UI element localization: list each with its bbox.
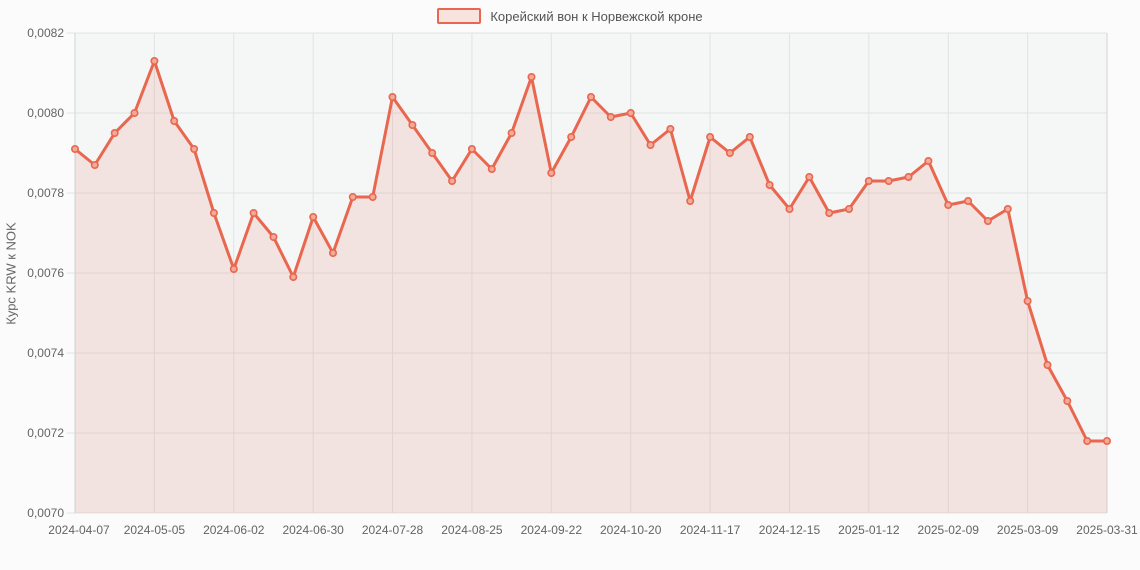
data-point-marker[interactable] [209, 209, 218, 218]
data-point-marker[interactable] [309, 213, 318, 222]
data-point-marker[interactable] [150, 56, 159, 65]
x-axis-tick-label: 2024-12-15 [759, 523, 821, 537]
legend-label: Корейский вон к Норвежской кроне [490, 8, 703, 24]
data-point-marker[interactable] [964, 197, 973, 206]
data-point-marker[interactable] [71, 145, 80, 154]
data-point-marker[interactable] [745, 133, 754, 142]
data-point-marker[interactable] [785, 205, 794, 214]
data-point-marker[interactable] [249, 209, 258, 218]
y-axis-tick-label: 0,0072 [27, 426, 64, 440]
data-point-marker[interactable] [944, 201, 953, 210]
data-point-marker[interactable] [725, 149, 734, 158]
x-axis-tick-label: 2024-10-20 [600, 523, 662, 537]
data-point-marker[interactable] [90, 161, 99, 170]
data-point-marker[interactable] [448, 177, 457, 186]
data-point-marker[interactable] [1003, 205, 1012, 214]
data-point-marker[interactable] [130, 109, 139, 118]
data-point-marker[interactable] [1043, 360, 1052, 369]
data-point-marker[interactable] [686, 197, 695, 206]
data-point-marker[interactable] [428, 149, 437, 158]
data-point-marker[interactable] [606, 113, 615, 122]
x-axis-tick-label: 2024-05-05 [124, 523, 186, 537]
data-point-marker[interactable] [289, 272, 298, 281]
data-point-marker[interactable] [646, 141, 655, 150]
data-point-marker[interactable] [666, 125, 675, 134]
data-point-marker[interactable] [467, 145, 476, 154]
x-axis-tick-label: 2024-09-22 [521, 523, 583, 537]
series-area-fill [75, 61, 1107, 513]
y-axis-tick-label: 0,0080 [27, 106, 64, 120]
data-point-marker[interactable] [924, 157, 933, 166]
data-point-marker[interactable] [825, 209, 834, 218]
x-axis-tick-label: 2024-11-17 [680, 523, 741, 537]
data-point-marker[interactable] [1103, 436, 1112, 445]
x-axis-tick-label: 2024-08-25 [441, 523, 503, 537]
legend-item[interactable]: Корейский вон к Норвежской кроне [437, 8, 703, 24]
data-point-marker[interactable] [805, 173, 814, 182]
data-point-marker[interactable] [547, 169, 556, 178]
data-point-marker[interactable] [626, 109, 635, 118]
data-point-marker[interactable] [110, 129, 119, 138]
x-axis-tick-label: 2025-02-09 [918, 523, 980, 537]
y-axis-tick-label: 0,0074 [27, 346, 64, 360]
x-axis-tick-label: 2025-01-12 [838, 523, 900, 537]
legend: Корейский вон к Норвежской кроне [0, 8, 1140, 24]
x-axis-tick-label: 2024-06-02 [203, 523, 265, 537]
data-point-marker[interactable] [567, 133, 576, 142]
data-point-marker[interactable] [706, 133, 715, 142]
data-point-marker[interactable] [765, 181, 774, 190]
data-point-marker[interactable] [586, 93, 595, 102]
data-point-marker[interactable] [1083, 436, 1092, 445]
x-axis-tick-label: 2025-03-31 [1076, 523, 1138, 537]
data-point-marker[interactable] [368, 193, 377, 202]
data-point-marker[interactable] [904, 173, 913, 182]
series-swatch-icon [437, 8, 482, 24]
data-point-marker[interactable] [348, 193, 357, 202]
data-point-marker[interactable] [388, 93, 397, 102]
data-point-marker[interactable] [487, 165, 496, 174]
y-axis-tick-label: 0,0078 [27, 186, 64, 200]
y-axis-tick-label: 0,0076 [27, 266, 64, 280]
x-axis-tick-label: 2025-03-09 [997, 523, 1059, 537]
data-point-marker[interactable] [408, 121, 417, 130]
y-axis-tick-label: 0,0070 [27, 506, 64, 520]
data-point-marker[interactable] [328, 249, 337, 258]
data-point-marker[interactable] [190, 145, 199, 154]
x-axis-tick-label: 2024-07-28 [362, 523, 424, 537]
data-point-marker[interactable] [527, 73, 536, 82]
x-axis-tick-label: 2024-06-30 [282, 523, 344, 537]
data-point-marker[interactable] [1063, 396, 1072, 405]
data-point-marker[interactable] [884, 177, 893, 186]
data-point-marker[interactable] [170, 117, 179, 126]
data-point-marker[interactable] [229, 264, 238, 273]
data-point-marker[interactable] [269, 233, 278, 242]
data-point-marker[interactable] [1023, 296, 1032, 305]
data-point-marker[interactable] [507, 129, 516, 138]
y-axis-tick-label: 0,0082 [27, 26, 64, 40]
data-point-marker[interactable] [983, 217, 992, 226]
data-point-marker[interactable] [864, 177, 873, 186]
x-axis-tick-label: 2024-04-07 [48, 523, 110, 537]
data-point-marker[interactable] [844, 205, 853, 214]
